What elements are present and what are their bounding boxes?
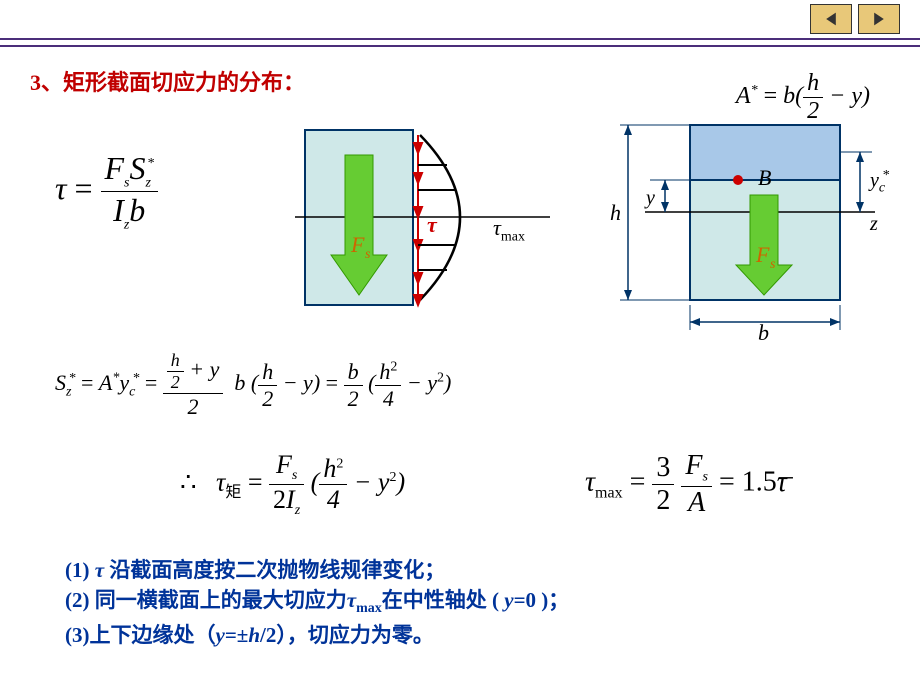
divider-line bbox=[0, 38, 920, 47]
sz-expansion-formula: Sz* = A*yc* = h2 + y 2 b (h2 − y) = b2 (… bbox=[55, 350, 451, 420]
diagram-cross-section: h z y B F s bbox=[610, 110, 910, 350]
svg-text:F: F bbox=[350, 232, 365, 257]
diagram-shear-distribution: F s τ τmax bbox=[295, 115, 585, 330]
yc-star-label: yc* bbox=[870, 168, 889, 197]
svg-text:y: y bbox=[644, 187, 655, 209]
conclusions-block: (1) τ 沿截面高度按二次抛物线规律变化； (2) 同一横截面上的最大切应力τ… bbox=[65, 555, 569, 650]
next-button[interactable] bbox=[858, 4, 900, 34]
top-navigation-bar bbox=[0, 0, 920, 38]
svg-text:F: F bbox=[755, 242, 770, 267]
tau-max-formula: τmax = 32 Fs A = 1.5_τ̄τ bbox=[585, 450, 787, 519]
shear-stress-svg: F s τ bbox=[295, 115, 585, 325]
svg-text:s: s bbox=[365, 247, 371, 262]
svg-text:h: h bbox=[610, 200, 621, 225]
svg-text:τ: τ bbox=[427, 212, 438, 237]
conclusion-2: (2) 同一横截面上的最大切应力τmax在中性轴处 ( y=0 )； bbox=[65, 585, 569, 619]
conclusion-1: (1) τ 沿截面高度按二次抛物线规律变化； bbox=[65, 555, 569, 585]
prev-button[interactable] bbox=[810, 4, 852, 34]
cross-section-svg: h z y B F s bbox=[610, 110, 910, 345]
conclusion-3: (3)上下边缘处（y=±h/2），切应力为零。 bbox=[65, 620, 569, 650]
tau-max-label: τmax bbox=[493, 215, 525, 245]
svg-text:z: z bbox=[869, 213, 878, 235]
svg-text:b: b bbox=[758, 320, 769, 345]
tau-formula: τ = FsSz* Izb bbox=[55, 150, 158, 234]
svg-text:s: s bbox=[770, 257, 776, 272]
svg-text:B: B bbox=[758, 165, 771, 190]
tau-rect-formula: ∴ τ矩 = Fs 2Iz (h24 − y2) bbox=[180, 450, 405, 519]
main-content: 3、矩形截面切应力的分布： A* = b(h2 − y) τ = FsSz* I… bbox=[0, 55, 920, 97]
